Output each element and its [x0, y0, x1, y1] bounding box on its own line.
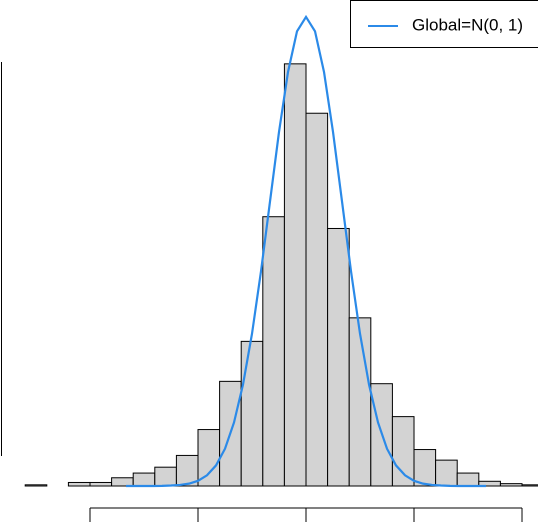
bar: [327, 227, 350, 487]
bar: [240, 340, 264, 487]
bar: [305, 112, 329, 487]
bar: [67, 481, 91, 487]
bar: [132, 472, 156, 487]
bar: [154, 466, 177, 487]
legend-box: [350, 0, 538, 48]
density-curve: [126, 14, 487, 488]
bar: [89, 481, 113, 487]
bar: [456, 472, 480, 487]
legend-label: Global=N(0, 1): [412, 15, 523, 34]
bar: [499, 483, 523, 487]
bar: [348, 317, 372, 487]
legend: Global=N(0, 1): [350, 0, 538, 48]
bar: [24, 484, 48, 487]
bar: [111, 477, 134, 487]
bar: [283, 63, 307, 487]
bar: [391, 416, 415, 487]
bar: [521, 484, 538, 487]
bar: [197, 429, 221, 487]
bar: [435, 459, 458, 487]
bar: [262, 216, 285, 487]
bar: [413, 449, 437, 487]
